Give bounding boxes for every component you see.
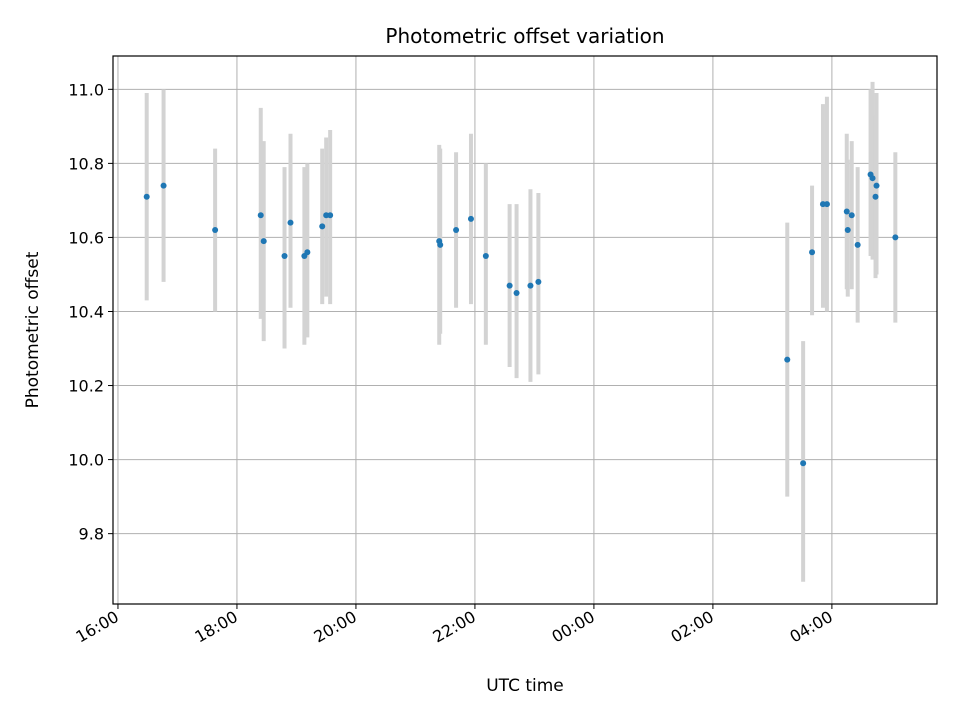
y-tick-label: 10.8 — [68, 154, 104, 173]
y-tick-label: 10.0 — [68, 451, 104, 470]
data-point — [873, 182, 880, 189]
y-tick-label: 11.0 — [68, 80, 104, 99]
data-point — [287, 219, 294, 226]
data-point — [467, 215, 474, 222]
data-point — [784, 356, 791, 363]
data-point — [892, 234, 899, 241]
data-point — [257, 212, 264, 219]
data-point — [848, 212, 855, 219]
data-point — [304, 249, 311, 256]
y-axis-label: Photometric offset — [23, 251, 43, 408]
y-tick-label: 10.4 — [68, 302, 104, 321]
data-point — [437, 241, 444, 248]
data-point — [844, 227, 851, 234]
data-point — [319, 223, 326, 230]
data-point — [513, 289, 520, 296]
y-tick-label: 10.2 — [68, 377, 104, 396]
data-point — [843, 208, 850, 215]
data-point — [535, 278, 542, 285]
data-point — [160, 182, 167, 189]
data-point — [854, 241, 861, 248]
data-point — [823, 201, 830, 208]
grid — [113, 56, 937, 604]
data-point — [800, 460, 807, 467]
data-point — [453, 227, 460, 234]
plot-frame — [112, 55, 938, 605]
x-axis-label: UTC time — [486, 676, 564, 696]
data-point — [327, 212, 334, 219]
data-points — [143, 171, 899, 467]
data-point — [506, 282, 513, 289]
data-point — [527, 282, 534, 289]
y-tick-label: 10.6 — [68, 228, 104, 247]
data-point — [212, 227, 219, 234]
data-point — [143, 193, 150, 200]
data-point — [482, 252, 489, 259]
data-point — [260, 238, 267, 245]
data-point — [809, 249, 816, 256]
data-point — [281, 252, 288, 259]
chart-title: Photometric offset variation — [385, 24, 664, 48]
y-axis-ticks: 9.8 10.0 10.2 10.4 10.6 10.8 11.0 — [68, 80, 113, 544]
y-tick-label: 9.8 — [79, 525, 104, 544]
data-point — [869, 175, 876, 182]
data-point — [872, 193, 879, 200]
